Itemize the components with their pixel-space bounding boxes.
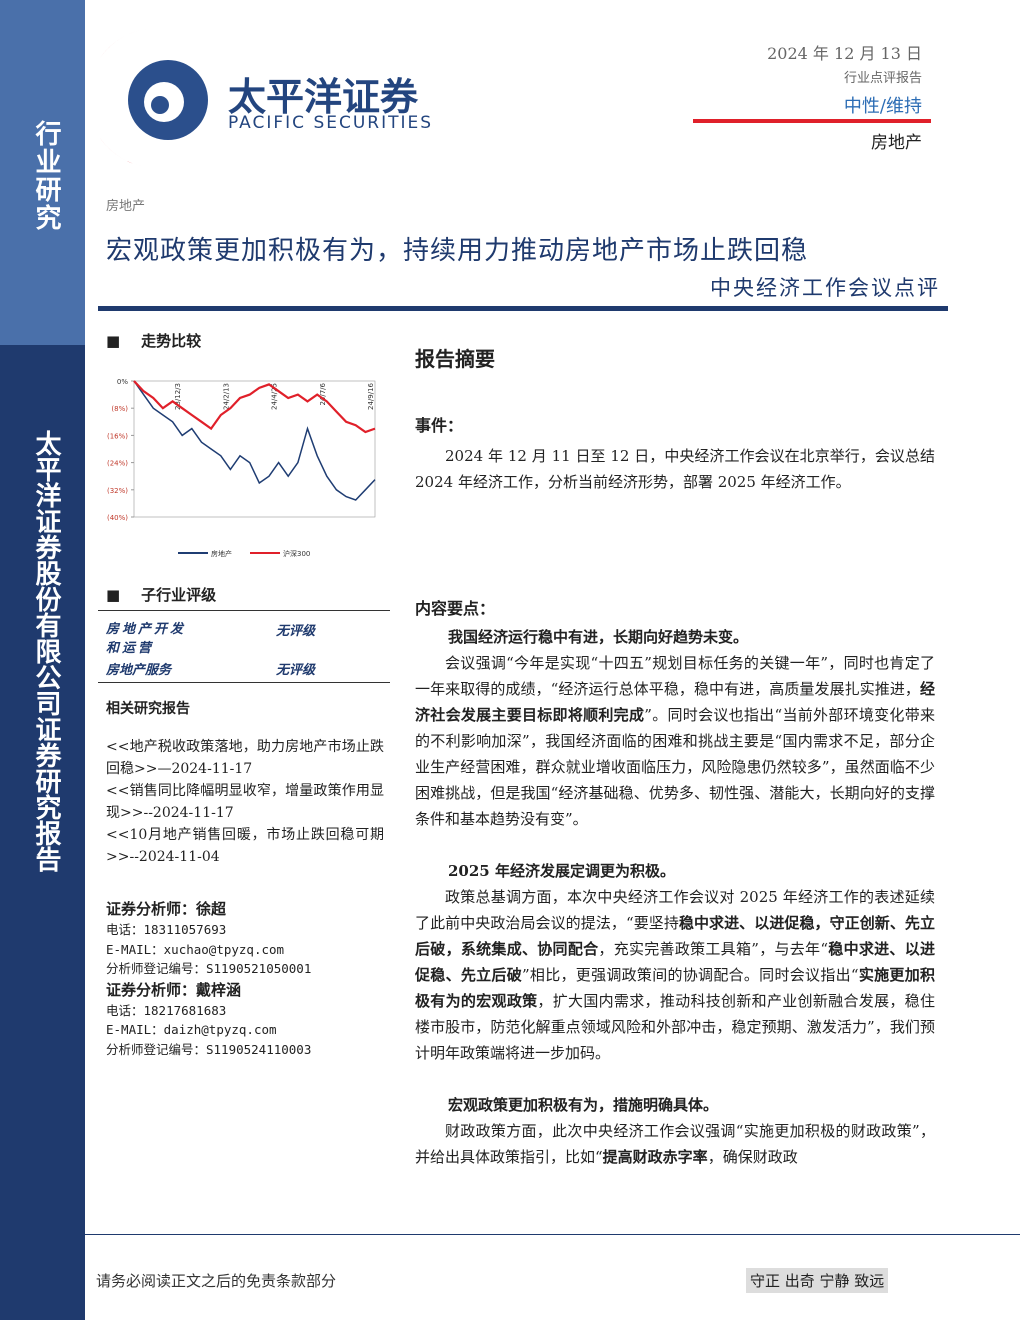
plot-frame [133, 380, 376, 518]
event-title: 事件： [415, 416, 464, 435]
paragraph: 政策总基调方面，本次中央经济工作会议对 2025 年经济工作的表述延续了此前中央… [415, 884, 935, 1066]
text-run: ”相比，更强调政策间的协调配合。同时会议指出“ [521, 966, 859, 984]
sidebar-bottom [0, 345, 85, 1320]
series-line [133, 380, 376, 434]
title: 宏观政策更加积极有为，持续用力推动房地产市场止跌回稳 [106, 236, 809, 266]
analyst-name: 证券分析师：戴梓涵 [106, 980, 242, 999]
subind-rating: 无评级 [276, 624, 316, 639]
sidebar-top [0, 0, 85, 345]
legend-label: 沪深300 [283, 549, 310, 558]
analyst-name: 证券分析师：徐超 [106, 900, 227, 918]
text-run: 提高财政赤字率 [602, 1148, 708, 1166]
footer-rule [85, 1234, 1020, 1235]
y-tick-label: (8%) [111, 405, 128, 413]
sidebar-top-text: 行业研究 [31, 120, 61, 232]
sections: 我国经济运行稳中有进，长期向好趋势未变。会议强调“今年是实现“十四五”规划目标任… [415, 624, 935, 1170]
logo-en: PACIFIC SECURITIES [228, 113, 434, 133]
y-tick-label: (32%) [107, 487, 128, 495]
text-run: 会议强调“今年是实现“十四五”规划目标任务的关键一年”，同时也肯定了一年来取得的… [415, 654, 935, 698]
text-run: 财政政策方面，此次中央经济工作会议强调“实施更加积极的财政政策”，并给出具体政策… [415, 1122, 935, 1166]
summary-title: 报告摘要 [415, 347, 495, 371]
trend-chart: 0% (8%) (16%) (24%) (32%) (40%) 23/12/3 24/2/13… [107, 378, 376, 558]
rule [98, 682, 390, 683]
section-heading: 2025 年经济发展定调更为积极。 [448, 862, 675, 880]
text-run: ，扩大国内需求，推动科技创新和产业创新融合发展，稳住楼市股市，防范化解重点领域风… [415, 992, 935, 1062]
x-tick-label: 24/4/25 [271, 383, 279, 410]
red-rule [693, 119, 931, 123]
spacer [415, 1066, 935, 1092]
analyst-reg: 分析师登记编号：S1190524110003 [106, 1041, 312, 1057]
footer-right: 守正 出奇 宁静 致远 [746, 1268, 889, 1293]
related-list: <<地产税收政策落地，助力房地产市场止跌回稳>>—2024-11-17 <<销售同… [106, 736, 384, 868]
section-heading: 宏观政策更加积极有为，措施明确具体。 [448, 1096, 719, 1114]
event-text: 2024 年 12 月 11 日至 12 日，中央经济工作会议在北京举行，会议总… [415, 447, 935, 491]
analyst-phone: 电话：18311057693 [106, 922, 227, 937]
text-run: 稳中求进、以进促稳、先立后破 [415, 940, 935, 984]
series-line [133, 380, 376, 501]
analyst-email: E-MAIL：xuchao@tpyzq.com [106, 941, 285, 957]
industry: 房地产 [871, 133, 922, 153]
paragraph: 财政政策方面，此次中央经济工作会议强调“实施更加积极的财政政策”，并给出具体政策… [415, 1118, 935, 1170]
rating: 中性/维持 [843, 96, 922, 117]
points-title: 内容要点： [415, 599, 496, 618]
x-tick-label: 24/2/13 [222, 383, 230, 410]
analyst-email: E-MAIL：daizh@tpyzq.com [106, 1022, 277, 1037]
subind-rating: 无评级 [276, 663, 316, 678]
analyst-phone: 电话：18217681683 [106, 1002, 227, 1018]
subind-name: 房地产开发和运营 [106, 622, 187, 656]
related-item: <<销售同比降幅明显收窄，增量政策作用显现>>--2024-11-17 [106, 783, 384, 821]
legend-label: 房地产 [211, 549, 232, 558]
title-rule [98, 306, 948, 311]
x-tick-label: 24/7/6 [319, 382, 327, 405]
trend-title: ■ 走势比较 [106, 332, 202, 350]
text-run: ，充实完善政策工具箱”，与去年“ [598, 940, 828, 958]
subtitle: 中央经济工作会议点评 [710, 276, 940, 300]
text-run: ”。同时会议也指出“当前外部环境变化带来的不利影响加深”，我国经济面临的困难和挑… [415, 706, 935, 828]
y-tick-label: (40%) [107, 514, 128, 522]
text-run: 经济社会发展主要目标即将顺利完成 [415, 680, 935, 724]
subind-title-text: 子行业评级 [141, 586, 217, 604]
related-title: 相关研究报告 [106, 701, 190, 717]
date: 2024 年 12 月 13 日 [767, 44, 922, 63]
footer-left: 请务必阅读正文之后的免责条款部分 [96, 1272, 337, 1290]
paragraph: 会议强调“今年是实现“十四五”规划目标任务的关键一年”，同时也肯定了一年来取得的… [415, 650, 935, 832]
analysts: 证券分析师：徐超 电话：18311057693 E-MAIL：xuchao@tpyz… [106, 898, 391, 1059]
y-tick-label: (16%) [107, 432, 128, 440]
x-tick-label: 24/9/16 [367, 382, 375, 410]
y-tick-label: 0% [117, 378, 128, 386]
related-item: <<10月地产销售回暖，市场止跌回稳可期>>--2024-11-04 [106, 827, 384, 865]
rule [98, 610, 390, 611]
related-item: <<地产税收政策落地，助力房地产市场止跌回稳>>—2024-11-17 [106, 739, 384, 777]
text-run: 政策总基调方面，本次中央经济工作会议对 2025 年经济工作的表述延续了此前中央… [415, 888, 935, 932]
spacer [415, 832, 935, 858]
analyst-reg: 分析师登记编号：S1190521050001 [106, 961, 312, 976]
section-heading: 我国经济运行稳中有进，长期向好趋势未变。 [448, 628, 749, 646]
text-run: 实施更加积极有为的宏观政策 [415, 966, 935, 1010]
sidebar-bottom-text: 太平洋证券股份有限公司证券研究报告 [31, 430, 61, 872]
y-tick-label: (24%) [107, 460, 128, 468]
trend-title-text: 走势比较 [141, 332, 202, 350]
logo-mark [100, 28, 208, 169]
category: 房地产 [106, 199, 146, 214]
text-run: ，确保财政政 [707, 1148, 798, 1166]
text-run: 稳中求进、以进促稳，守正创新、先立后破，系统集成、协同配合 [415, 914, 935, 958]
x-tick-label: 23/12/3 [174, 383, 182, 410]
logo-cn: 太平洋证券 [228, 75, 419, 119]
report-type: 行业点评报告 [843, 71, 922, 86]
subind-title: ■ 子行业评级 [106, 586, 217, 604]
subind-name: 房地产服务 [106, 663, 172, 678]
